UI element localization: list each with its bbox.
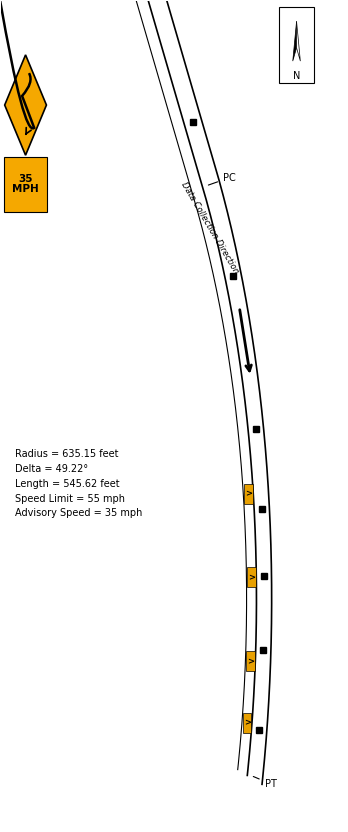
- Text: PC: PC: [208, 173, 236, 185]
- Text: >: >: [248, 573, 255, 582]
- FancyBboxPatch shape: [243, 713, 251, 733]
- Polygon shape: [5, 55, 46, 156]
- FancyBboxPatch shape: [4, 157, 47, 211]
- Text: N: N: [293, 71, 300, 81]
- FancyBboxPatch shape: [244, 484, 253, 504]
- FancyBboxPatch shape: [247, 567, 256, 587]
- Text: 35
MPH: 35 MPH: [12, 174, 39, 194]
- Text: PT: PT: [253, 776, 276, 789]
- Text: Radius = 635.15 feet
Delta = 49.22°
Length = 545.62 feet
Speed Limit = 55 mph
Ad: Radius = 635.15 feet Delta = 49.22° Leng…: [15, 449, 143, 518]
- Polygon shape: [296, 22, 300, 61]
- Text: >: >: [244, 718, 251, 727]
- Text: Data Collection Direction: Data Collection Direction: [179, 181, 240, 275]
- Text: >: >: [247, 656, 254, 666]
- FancyBboxPatch shape: [279, 7, 314, 83]
- FancyBboxPatch shape: [246, 651, 255, 671]
- Text: >: >: [245, 489, 252, 498]
- Polygon shape: [293, 22, 296, 61]
